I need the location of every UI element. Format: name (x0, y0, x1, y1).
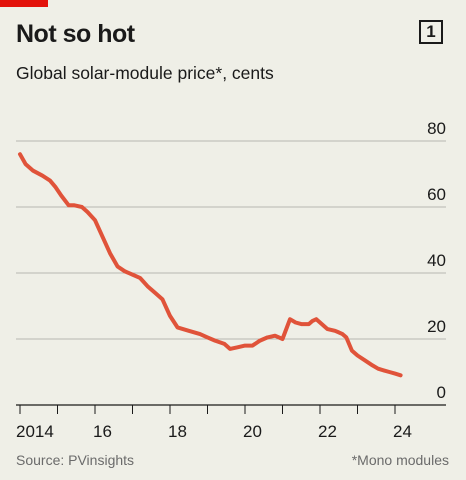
source-note: Source: PVinsights (16, 452, 135, 468)
chart-title: Not so hot (16, 20, 135, 48)
y-tick-label-20: 20 (427, 317, 446, 336)
x-tick-label-22: 22 (318, 422, 337, 441)
x-tick-label-2014: 2014 (16, 422, 54, 441)
y-tick-label-80: 80 (427, 119, 446, 138)
x-tick-label-20: 20 (243, 422, 262, 441)
y-tick-label-0: 0 (437, 383, 446, 402)
x-tick-label-18: 18 (168, 422, 187, 441)
series-line-solar-module-price (18, 152, 403, 378)
x-tick-label-24: 24 (393, 422, 412, 441)
accent-tab (0, 0, 48, 7)
chart-number-badge: 1 (419, 20, 443, 44)
y-tick-label-60: 60 (427, 185, 446, 204)
footnote: *Mono modules (351, 452, 449, 468)
y-tick-label-40: 40 (427, 251, 446, 270)
x-tick-label-16: 16 (93, 422, 112, 441)
chart-subtitle: Global solar-module price*, cents (16, 63, 274, 83)
